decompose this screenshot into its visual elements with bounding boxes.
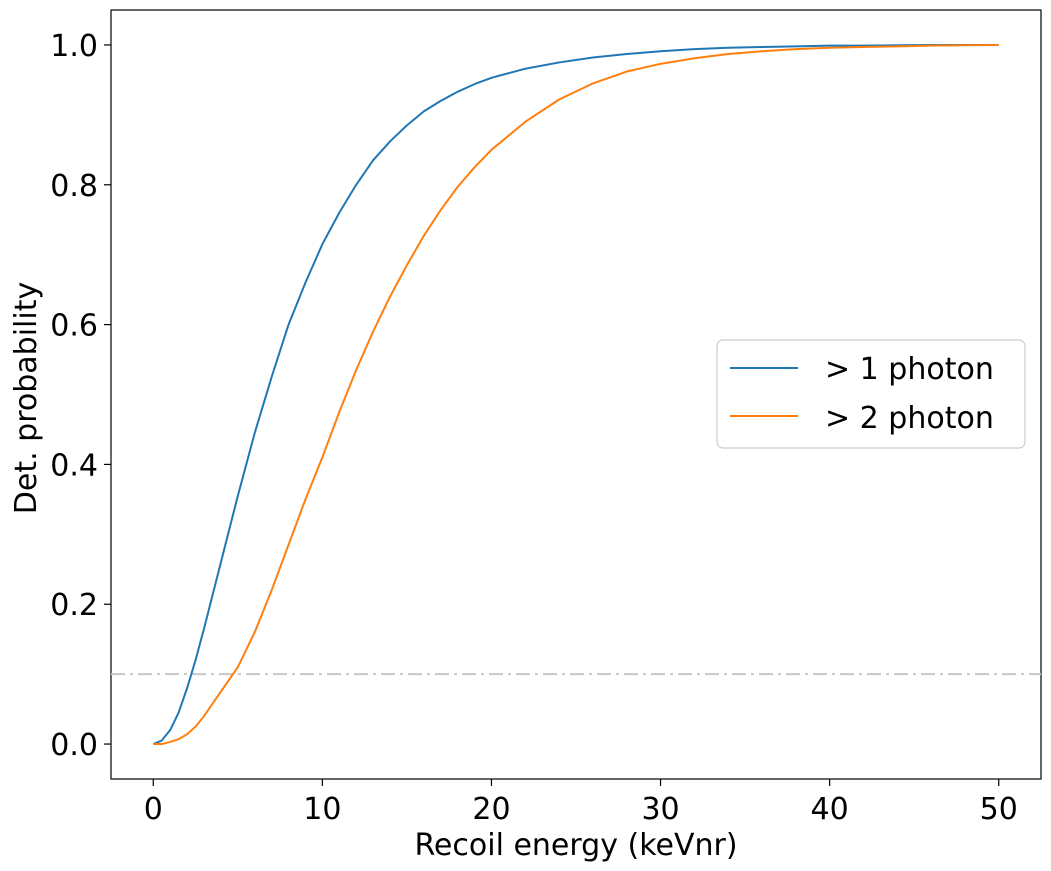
legend-label-1-photon: > 1 photon [825, 352, 994, 387]
x-tick-label: 0 [144, 792, 163, 827]
y-tick-label: 1.0 [50, 29, 98, 64]
x-tick-label: 10 [303, 792, 341, 827]
y-tick-label: 0.6 [50, 309, 98, 344]
legend: > 1 photon > 2 photon [716, 339, 1026, 449]
y-tick-label: 0.4 [50, 448, 98, 483]
series-line-2-photon [153, 43, 999, 746]
y-tick-label: 0.0 [50, 728, 98, 763]
series-line-1-photon [152, 43, 999, 745]
x-tick-label: 20 [472, 792, 510, 827]
x-tick-label: 30 [641, 792, 679, 827]
x-tick-label: 40 [811, 792, 849, 827]
y-tick-label: 0.2 [50, 588, 98, 623]
legend-label-2-photon: > 2 photon [825, 401, 994, 436]
x-axis-label: Recoil energy (keVnr) [414, 828, 737, 863]
y-axis-ticks: 0.0 0.2 0.4 0.6 0.8 1.0 [50, 29, 111, 763]
series-group [152, 43, 999, 746]
x-tick-label: 50 [980, 792, 1018, 827]
x-axis-ticks: 0 10 20 30 40 50 [144, 779, 1018, 827]
y-tick-label: 0.8 [50, 169, 98, 204]
y-axis-label: Det. probability [9, 282, 44, 514]
